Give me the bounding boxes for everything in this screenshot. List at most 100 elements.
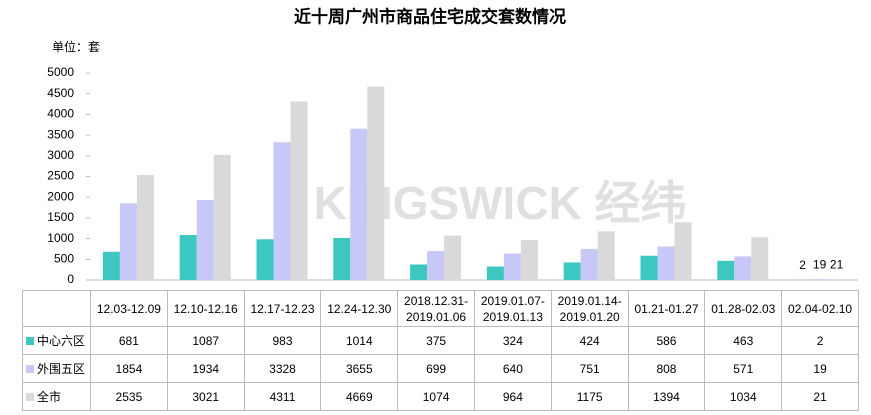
bar <box>136 175 154 280</box>
y-tick-label: 0 <box>67 272 74 286</box>
series-row: 全市 2535 3021 4311 4669 1074 964 1175 1394 1034 21 <box>22 382 859 411</box>
value-cell: 1074 <box>397 382 475 411</box>
value-cell: 1394 <box>627 382 706 411</box>
value-cell: 983 <box>243 326 322 355</box>
bar <box>486 266 504 280</box>
value-cell: 4311 <box>243 382 322 411</box>
y-tick-label: 3000 <box>47 148 74 162</box>
chart: 近十周广州市商品住宅成交套数情况 单位：套 KINGSWICK 经纬 05001… <box>47 6 858 286</box>
value-cell: 375 <box>397 326 475 355</box>
series-row: 外围五区 1854 1934 3328 3655 699 640 751 808 571 19 <box>22 354 859 383</box>
value-cell: 424 <box>550 326 629 355</box>
value-cell: 3655 <box>320 354 399 383</box>
legend-cell: 全市 <box>22 382 91 411</box>
legend-label: 外围五区 <box>37 362 86 376</box>
category-cell: 01.28-02.03 <box>704 290 783 327</box>
category-cell: 12.24-12.30 <box>320 290 399 327</box>
value-cell: 324 <box>473 326 552 355</box>
bar <box>580 248 598 280</box>
category-cell: 01.21-01.27 <box>627 290 706 327</box>
category-cell: 12.03-12.09 <box>90 290 168 327</box>
category-cell: 2019.01.14-2019.01.20 <box>550 290 629 327</box>
bar <box>717 260 735 280</box>
value-cell: 1034 <box>704 382 783 411</box>
value-cell: 3328 <box>243 354 322 383</box>
category-cell: 02.04-02.10 <box>781 290 859 327</box>
bar <box>734 256 752 280</box>
bar <box>657 246 675 280</box>
value-cell: 2535 <box>90 382 168 411</box>
value-cell: 3021 <box>166 382 245 411</box>
y-tick-label: 2000 <box>47 189 74 203</box>
bar <box>196 199 214 280</box>
bar <box>333 238 351 280</box>
value-cell: 699 <box>397 354 475 383</box>
bar <box>444 235 462 280</box>
bar <box>367 86 385 280</box>
bar <box>290 101 308 280</box>
bar <box>273 142 291 280</box>
bar <box>179 234 197 280</box>
bar <box>102 251 120 280</box>
value-cell: 463 <box>704 326 783 355</box>
y-tick-label: 500 <box>54 251 74 265</box>
bar <box>350 128 368 280</box>
bar <box>213 154 231 280</box>
data-table: 12.03-12.09 12.10-12.16 12.17-12.23 12.24-1… <box>22 290 859 411</box>
y-tick-label: 4000 <box>47 107 74 121</box>
value-cell: 1014 <box>320 326 399 355</box>
bar <box>520 240 538 280</box>
category-cell: 12.10-12.16 <box>166 290 245 327</box>
bar <box>674 222 692 280</box>
data-label: 19 <box>813 257 827 271</box>
bar <box>427 251 445 280</box>
y-tick-label: 2500 <box>47 169 74 183</box>
value-cell: 1934 <box>166 354 245 383</box>
category-cell: 2019.01.07-2019.01.13 <box>473 290 552 327</box>
bar <box>751 237 769 280</box>
value-cell: 964 <box>473 382 552 411</box>
bar <box>119 203 137 280</box>
legend-swatch <box>26 365 34 373</box>
value-cell: 640 <box>473 354 552 383</box>
bar <box>828 279 846 280</box>
value-cell: 1087 <box>166 326 245 355</box>
value-cell: 2 <box>781 326 859 355</box>
y-tick-label: 5000 <box>47 65 74 79</box>
bar <box>256 239 274 280</box>
bar <box>811 279 829 280</box>
value-cell: 571 <box>704 354 783 383</box>
legend-cell: 外围五区 <box>22 354 91 383</box>
series-row: 中心六区 681 1087 983 1014 375 324 424 586 463 2 <box>22 326 859 355</box>
bar <box>410 264 428 280</box>
chart-title: 近十周广州市商品住宅成交套数情况 <box>294 6 566 26</box>
data-label: 2 <box>799 258 806 272</box>
y-tick-label: 1500 <box>47 210 74 224</box>
value-cell: 1175 <box>550 382 629 411</box>
value-cell: 681 <box>90 326 168 355</box>
y-tick-label: 4500 <box>47 86 74 100</box>
bar <box>563 262 581 280</box>
value-cell: 19 <box>781 354 859 383</box>
y-tick-label: 1000 <box>47 231 74 245</box>
legend-swatch <box>26 337 34 345</box>
bar <box>640 255 658 280</box>
y-tick-label: 3500 <box>47 127 74 141</box>
legend-swatch <box>26 393 34 401</box>
value-cell: 808 <box>627 354 706 383</box>
category-cell: 2018.12.31-2019.01.06 <box>397 290 475 327</box>
value-cell: 586 <box>627 326 706 355</box>
bar <box>597 231 615 280</box>
data-label: 21 <box>830 257 844 271</box>
bar <box>503 253 521 280</box>
legend-label: 中心六区 <box>37 334 86 348</box>
legend-label: 全市 <box>37 390 62 404</box>
category-cell: 12.17-12.23 <box>243 290 322 327</box>
value-cell: 21 <box>781 382 859 411</box>
value-cell: 4669 <box>320 382 399 411</box>
corner-cell <box>22 290 91 327</box>
value-cell: 751 <box>550 354 629 383</box>
header-row: 12.03-12.09 12.10-12.16 12.17-12.23 12.24-1… <box>22 290 859 327</box>
legend-cell: 中心六区 <box>22 326 91 355</box>
